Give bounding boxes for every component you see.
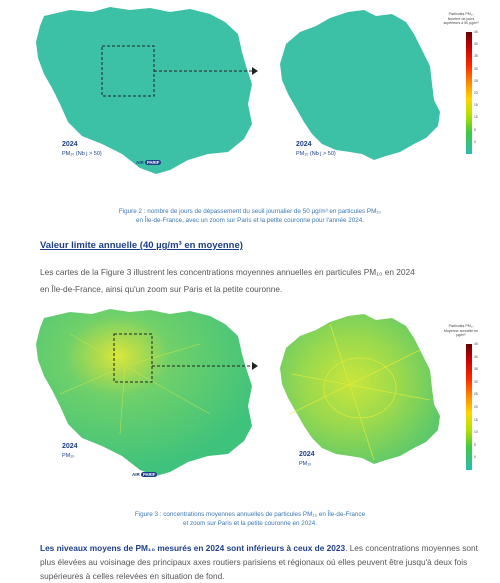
legend-title-line: Particules PM₁₀ (448, 324, 474, 328)
paragraph-line: Les cartes de la Figure 3 illustrent les… (40, 267, 415, 277)
paragraph-line: en Île-de-France, ainsi qu'un zoom sur P… (40, 284, 283, 294)
legend-tick: 35 (474, 54, 478, 59)
road-network (59, 333, 211, 435)
legend-tick: 25 (474, 392, 478, 397)
zoom-box-left (113, 333, 153, 383)
caption-line: en Île-de-France, avec un zoom sur Paris… (135, 217, 365, 224)
legend-tick: 20 (474, 404, 478, 409)
legend-tick: 5 (474, 442, 476, 447)
idf-map-left (36, 7, 252, 174)
figure-3-caption: Figure 3 : concentrations moyennes annue… (40, 510, 460, 528)
map-year-label: 2024 (62, 141, 78, 148)
map-subtitle: PM₁₀ (Nb j > 50) (296, 151, 336, 157)
paris-road-network (289, 323, 431, 461)
legend-tick: 15 (474, 417, 478, 422)
legend-ticks: 45 40 35 30 25 20 15 10 5 0 (474, 342, 488, 468)
conclusion-bold: Les niveaux moyens de PM₁₀ mesurés en 20… (40, 543, 346, 553)
map-subtitle: PM₁₀ (299, 461, 312, 467)
section-heading: Valeur limite annuelle (40 µg/m³ en moye… (40, 240, 243, 251)
legend-tick: 5 (474, 127, 476, 132)
legend-tick: 35 (474, 367, 478, 372)
logo-text: AIR (136, 160, 144, 165)
map-year-label: 2024 (299, 451, 315, 458)
legend-title-line: Nombre de jours supérieurs à 50 µg/m³ (443, 16, 479, 26)
legend-tick: 30 (474, 66, 478, 71)
legend-tick: 45 (474, 342, 478, 346)
legend-tick: 45 (474, 30, 478, 34)
zoom-arrow-head (252, 362, 258, 370)
map-subtitle: PM₁₀ (62, 453, 75, 459)
figure-3-maps (36, 309, 472, 476)
figure-2-caption: Figure 2 : nombre de jours de dépassemen… (40, 207, 460, 225)
legend-colorbar (466, 32, 472, 154)
paris-zoom-map-right (280, 10, 440, 160)
airparif-logo: AIR PARIF (132, 472, 158, 477)
idf-map-left (36, 309, 252, 476)
legend-tick: 20 (474, 90, 478, 95)
logo-badge: PARIF (145, 160, 162, 165)
caption-line: et zoom sur Paris et la petite couronne … (182, 520, 318, 527)
airparif-logo: AIR PARIF (136, 160, 162, 165)
figure-2-maps (36, 7, 472, 174)
intro-paragraph: Les cartes de la Figure 3 illustrent les… (40, 264, 480, 298)
legend-tick: 25 (474, 78, 478, 83)
legend-title-line: Moyenne annuelle en µg/m³ (443, 328, 479, 338)
legend-tick: 40 (474, 354, 478, 359)
caption-line: Figure 2 : nombre de jours de dépassemen… (118, 208, 382, 215)
legend-tick: 10 (474, 430, 478, 435)
legend-tick: 0 (474, 455, 476, 460)
legend-title: Particules PM₁₀ Nombre de jours supérieu… (441, 12, 481, 26)
legend-tick: 10 (474, 115, 478, 120)
legend-colorbar (466, 344, 472, 470)
legend-title: Particules PM₁₀ Moyenne annuelle en µg/m… (441, 324, 481, 338)
conclusion-paragraph: Les niveaux moyens de PM₁₀ mesurés en 20… (40, 541, 478, 583)
logo-text: AIR (132, 472, 140, 477)
zoom-arrow-head (252, 67, 258, 75)
legend-tick: 30 (474, 379, 478, 384)
legend-title-line: Particules PM₁₀ (448, 12, 474, 16)
legend-tick: 40 (474, 42, 478, 47)
legend-ticks: 45 40 35 30 25 20 15 10 5 0 (474, 30, 488, 152)
map-year-label: 2024 (296, 141, 312, 148)
conclusion-text: . Les concentrations moyennes sont plus … (40, 543, 478, 581)
map-subtitle: PM₁₀ (Nb j > 50) (62, 151, 102, 157)
logo-badge: PARIF (141, 472, 158, 477)
caption-line: Figure 3 : concentrations moyennes annue… (134, 511, 366, 518)
paris-zoom-map-right (280, 314, 440, 464)
legend-tick: 15 (474, 103, 478, 108)
map-year-label: 2024 (62, 443, 78, 450)
legend-tick: 0 (474, 139, 476, 144)
